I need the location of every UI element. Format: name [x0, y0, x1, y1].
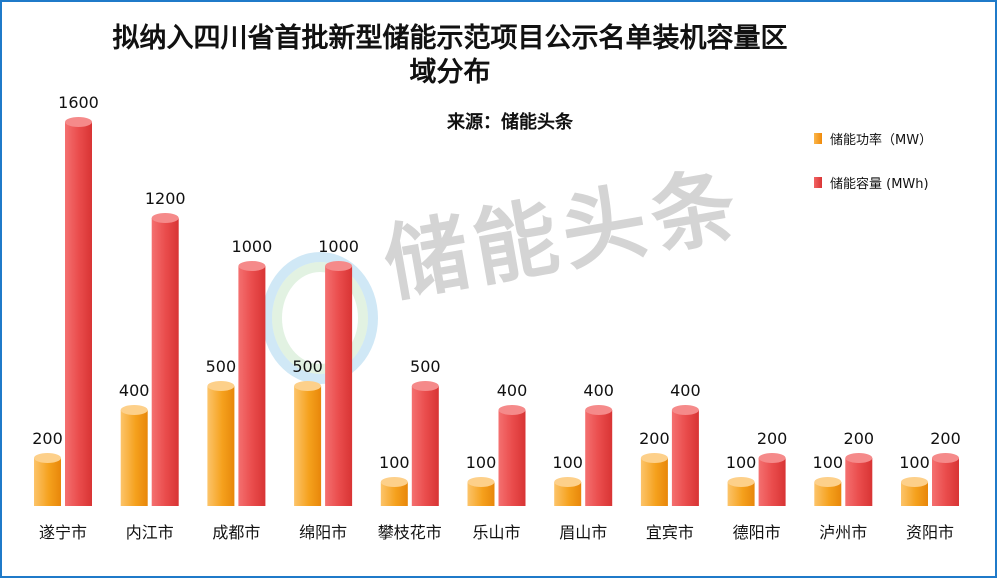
x-tick-label: 成都市: [212, 523, 260, 542]
data-label: 1600: [58, 93, 99, 112]
bar-capacity: [151, 218, 179, 506]
bar-cap: [151, 213, 179, 223]
data-label: 400: [497, 381, 528, 400]
x-tick-label: 乐山市: [472, 523, 520, 542]
bar-capacity: [845, 458, 873, 506]
legend-item-capacity: 储能容量 (MWh): [814, 173, 929, 192]
chart-subtitle: 来源：储能头条: [447, 112, 573, 133]
bar-capacity: [671, 410, 699, 506]
bar-power: [207, 386, 235, 506]
x-tick-label: 德阳市: [733, 523, 781, 542]
x-tick-label: 泸州市: [819, 523, 867, 542]
data-label: 200: [930, 429, 961, 448]
data-label: 100: [726, 453, 757, 472]
data-label: 1000: [318, 237, 359, 256]
watermark-logo-icon: [262, 252, 378, 384]
bar-capacity: [325, 266, 353, 506]
bar-capacity: [932, 458, 959, 506]
bar-cap: [325, 261, 353, 271]
x-tick-label: 眉山市: [559, 523, 607, 542]
data-label: 100: [379, 453, 410, 472]
data-label: 400: [119, 381, 150, 400]
data-label: 100: [813, 453, 844, 472]
x-tick-label: 遂宁市: [39, 523, 87, 542]
data-label: 400: [583, 381, 614, 400]
bar-cap: [411, 381, 439, 391]
x-tick-label: 宜宾市: [646, 523, 694, 542]
bar-cap: [34, 453, 61, 463]
x-tick-label: 绵阳市: [299, 523, 347, 542]
x-tick-label: 攀枝花市: [378, 523, 442, 542]
data-label: 1000: [232, 237, 273, 256]
data-label: 200: [32, 429, 63, 448]
bar-cap: [294, 381, 322, 391]
legend-item-power: 储能功率（MW）: [814, 129, 932, 148]
bar-cap: [467, 477, 495, 487]
data-label: 100: [899, 453, 930, 472]
data-label: 100: [552, 453, 583, 472]
legend-label-power: 储能功率（MW）: [830, 133, 933, 148]
bar-cap: [380, 477, 408, 487]
bar-cap: [814, 477, 842, 487]
bar-capacity: [585, 410, 613, 506]
data-label: 200: [757, 429, 788, 448]
data-label: 500: [292, 357, 323, 376]
x-tick-label: 内江市: [126, 523, 174, 542]
bar-cap: [727, 477, 755, 487]
bar-cap: [671, 405, 699, 415]
bar-capacity: [758, 458, 786, 506]
bar-cap: [120, 405, 148, 415]
bar-cap: [65, 117, 92, 127]
data-label: 500: [206, 357, 237, 376]
legend-swatch-capacity: [814, 177, 822, 188]
bar-cap: [640, 453, 668, 463]
x-tick-label: 资阳市: [906, 523, 954, 542]
bar-cap: [758, 453, 786, 463]
bar-cap: [932, 453, 959, 463]
chart-title: 拟纳入四川省首批新型储能示范项目公示名单装机容量区域分布: [112, 23, 788, 88]
bar-cap: [901, 477, 928, 487]
data-label: 1200: [145, 189, 186, 208]
legend-swatch-power: [814, 133, 822, 144]
bar-cap: [207, 381, 235, 391]
bar-power: [294, 386, 322, 506]
legend-label-capacity: 储能容量 (MWh): [830, 177, 929, 192]
data-label: 200: [844, 429, 875, 448]
bar-capacity: [411, 386, 439, 506]
bar-power: [34, 458, 61, 506]
bar-power: [120, 410, 148, 506]
bar-power: [640, 458, 668, 506]
bar-capacity: [498, 410, 526, 506]
bar-cap: [845, 453, 873, 463]
data-label: 100: [466, 453, 497, 472]
bar-cap: [585, 405, 613, 415]
data-label: 400: [670, 381, 701, 400]
bar-capacity: [65, 122, 92, 506]
bar-capacity: [238, 266, 266, 506]
bar-cap: [498, 405, 526, 415]
bar-cap: [554, 477, 582, 487]
data-label: 500: [410, 357, 441, 376]
bar-cap: [238, 261, 266, 271]
data-label: 200: [639, 429, 670, 448]
